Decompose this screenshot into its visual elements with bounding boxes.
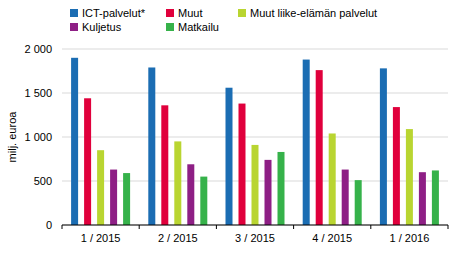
bar <box>393 107 400 225</box>
bar <box>380 68 387 225</box>
bar <box>265 160 272 225</box>
legend-swatch <box>70 9 78 17</box>
legend-label: ICT-palvelut* <box>82 7 146 19</box>
x-tick <box>216 225 217 229</box>
legend-swatch <box>238 9 246 17</box>
x-tick <box>62 225 63 229</box>
legend-swatch <box>166 9 174 17</box>
legend-label: Matkailu <box>178 21 219 33</box>
legend-label: Muut liike-elämän palvelut <box>250 7 377 19</box>
legend-swatch <box>166 23 174 31</box>
y-axis-title: milj. euroa <box>6 111 18 163</box>
bar <box>71 58 78 225</box>
x-tick-label: 4 / 2015 <box>312 232 352 244</box>
bar <box>110 170 117 225</box>
x-tick-label: 2 / 2015 <box>158 232 198 244</box>
y-tick-label: 0 <box>46 219 52 231</box>
y-tick-label: 500 <box>34 175 52 187</box>
legend-label: Kuljetus <box>82 21 122 33</box>
bar <box>187 164 194 225</box>
bar <box>355 180 362 225</box>
bar <box>303 60 310 225</box>
bar <box>406 129 413 225</box>
bar <box>252 145 259 225</box>
bar <box>419 172 426 225</box>
bar <box>239 104 246 225</box>
bar <box>84 98 91 225</box>
bar <box>226 88 233 225</box>
x-tick <box>370 225 371 229</box>
y-tick-label: 1 000 <box>24 131 52 143</box>
bar <box>148 67 155 225</box>
bar <box>123 173 130 225</box>
x-tick <box>448 225 449 229</box>
bar <box>278 152 285 225</box>
grid-line <box>62 93 448 94</box>
bar <box>342 170 349 225</box>
bar <box>174 141 181 225</box>
x-axis-line <box>62 225 448 226</box>
bar <box>97 150 104 225</box>
bar <box>200 177 207 225</box>
bar <box>316 70 323 225</box>
grid-line <box>62 137 448 138</box>
bar <box>432 170 439 225</box>
legend-label: Muut <box>178 7 202 19</box>
x-tick <box>293 225 294 229</box>
chart: 0 500 1 000 1 500 2 000 milj. euroa 1 / 2015 2 … <box>0 0 454 253</box>
grid-line <box>62 49 448 50</box>
grid-line <box>62 225 448 226</box>
bar <box>161 105 168 225</box>
bar <box>329 133 336 225</box>
x-tick-label: 3 / 2015 <box>235 232 275 244</box>
x-tick-label: 1 / 2016 <box>390 232 430 244</box>
legend-swatch <box>70 23 78 31</box>
x-tick-label: 1 / 2015 <box>81 232 121 244</box>
y-tick-label: 2 000 <box>24 43 52 55</box>
x-tick <box>139 225 140 229</box>
y-tick-label: 1 500 <box>24 87 52 99</box>
